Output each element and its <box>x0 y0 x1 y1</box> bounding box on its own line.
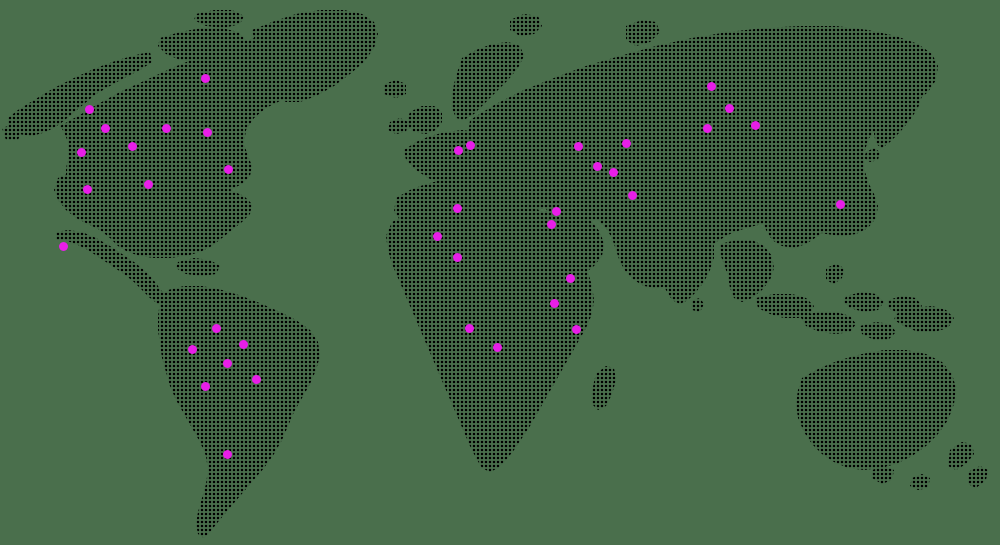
marker-south-america-1[interactable] <box>211 323 221 333</box>
marker-mexico-1[interactable] <box>58 241 68 251</box>
marker-europe-5[interactable] <box>621 138 631 148</box>
marker-north-america-10[interactable] <box>223 164 233 174</box>
marker-north-america-4[interactable] <box>127 141 137 151</box>
marker-north-america-7[interactable] <box>161 123 171 133</box>
marker-asia-3[interactable] <box>750 120 760 130</box>
marker-africa-3[interactable] <box>464 323 474 333</box>
marker-south-america-5[interactable] <box>200 381 210 391</box>
marker-europe-2[interactable] <box>465 140 475 150</box>
marker-north-america-3[interactable] <box>76 147 86 157</box>
marker-middle-east-1[interactable] <box>551 206 561 216</box>
marker-africa-6[interactable] <box>549 298 559 308</box>
marker-south-america-2[interactable] <box>187 344 197 354</box>
marker-africa-5[interactable] <box>565 273 575 283</box>
marker-africa-4[interactable] <box>492 342 502 352</box>
marker-north-america-8[interactable] <box>202 127 212 137</box>
marker-north-america-2[interactable] <box>100 123 110 133</box>
marker-africa-7[interactable] <box>571 324 581 334</box>
marker-asia-5[interactable] <box>835 199 845 209</box>
marker-south-america-7[interactable] <box>222 449 232 459</box>
marker-north-america-9[interactable] <box>200 73 210 83</box>
marker-africa-1[interactable] <box>432 231 442 241</box>
marker-africa-2[interactable] <box>452 252 462 262</box>
marker-middle-east-2[interactable] <box>546 219 556 229</box>
marker-south-america-6[interactable] <box>251 374 261 384</box>
marker-north-america-1[interactable] <box>84 104 94 114</box>
marker-asia-1[interactable] <box>706 81 716 91</box>
marker-asia-2[interactable] <box>724 103 734 113</box>
marker-europe-6[interactable] <box>592 161 602 171</box>
marker-south-america-4[interactable] <box>222 358 232 368</box>
marker-south-america-3[interactable] <box>238 339 248 349</box>
marker-north-america-6[interactable] <box>143 179 153 189</box>
marker-asia-4[interactable] <box>702 123 712 133</box>
marker-europe-1[interactable] <box>453 145 463 155</box>
marker-europe-8[interactable] <box>627 190 637 200</box>
marker-north-america-5[interactable] <box>82 184 92 194</box>
marker-europe-4[interactable] <box>573 141 583 151</box>
marker-europe-3[interactable] <box>452 203 462 213</box>
marker-europe-7[interactable] <box>608 167 618 177</box>
